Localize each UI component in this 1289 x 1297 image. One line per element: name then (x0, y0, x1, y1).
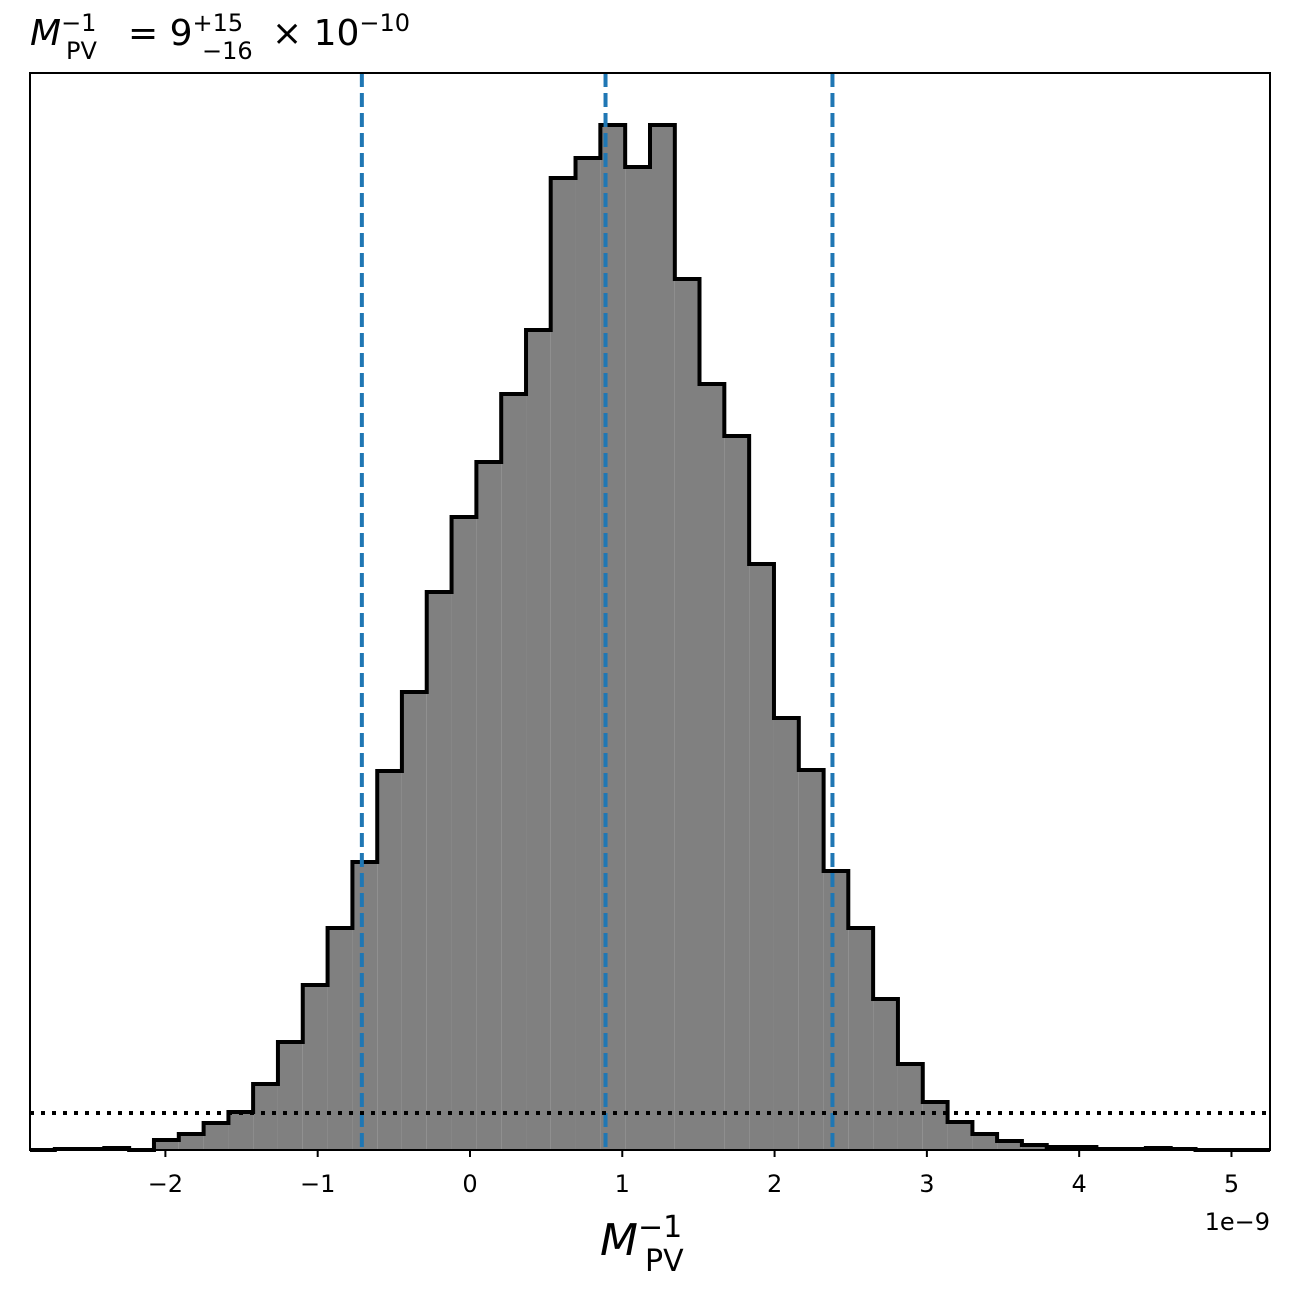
bar (873, 999, 898, 1150)
bar (153, 1140, 179, 1150)
bar (724, 436, 750, 1150)
bar (798, 770, 824, 1150)
x-axis-label: M−1 PV (600, 1210, 684, 1279)
bar (1021, 1145, 1047, 1150)
chart-title: M−1 PV = 9+15 −16 × 10−10 (30, 9, 410, 65)
plot-frame (29, 72, 1271, 1151)
bar (674, 279, 700, 1150)
histogram-outline (30, 123, 1270, 1152)
bar (228, 1112, 254, 1150)
x-tick-label: 4 (1072, 1170, 1087, 1198)
x-tick-label: −2 (148, 1170, 183, 1198)
bar (749, 564, 774, 1150)
bar (526, 330, 551, 1150)
xlabel-superscript: −1 (638, 1210, 682, 1245)
bar (377, 771, 402, 1150)
title-symbol: M (30, 13, 61, 54)
bar (625, 167, 650, 1150)
bar (277, 1042, 303, 1150)
x-tick-label: 5 (1224, 1170, 1239, 1198)
title-upper: +15 (193, 9, 244, 37)
bar (897, 1064, 923, 1150)
x-tick-label: −1 (300, 1170, 335, 1198)
x-tick-label: 3 (919, 1170, 934, 1198)
bar (327, 928, 353, 1150)
bar (426, 592, 452, 1150)
xlabel-subscript: PV (645, 1244, 684, 1279)
bar (699, 384, 725, 1150)
x-tick-label: 2 (767, 1170, 782, 1198)
bar (550, 178, 576, 1150)
title-lower: −16 (202, 37, 253, 65)
bar (451, 517, 477, 1150)
bar (650, 125, 675, 1150)
title-superscript: −1 (61, 9, 96, 37)
bar (203, 1123, 229, 1150)
x-tick-label: 0 (462, 1170, 477, 1198)
bar (352, 862, 378, 1150)
bar (178, 1134, 204, 1150)
title-equals: = 9 (128, 13, 193, 54)
bar (922, 1102, 948, 1150)
title-exponent: −10 (359, 9, 410, 37)
bar (823, 871, 849, 1150)
bar (476, 462, 502, 1150)
x-tick-label: 1 (615, 1170, 630, 1198)
bar (501, 394, 527, 1150)
bar (997, 1141, 1022, 1150)
bar (575, 158, 601, 1150)
bar (302, 985, 328, 1150)
bar (401, 692, 427, 1150)
title-times: × 10 (272, 13, 359, 54)
bar (253, 1084, 278, 1150)
bar (848, 928, 874, 1150)
offset-label: 1e−9 (1205, 1208, 1270, 1236)
bar (773, 718, 799, 1150)
xlabel-symbol: M (600, 1215, 638, 1266)
bar (972, 1134, 998, 1150)
bar (947, 1122, 973, 1150)
title-subscript: PV (66, 37, 97, 65)
